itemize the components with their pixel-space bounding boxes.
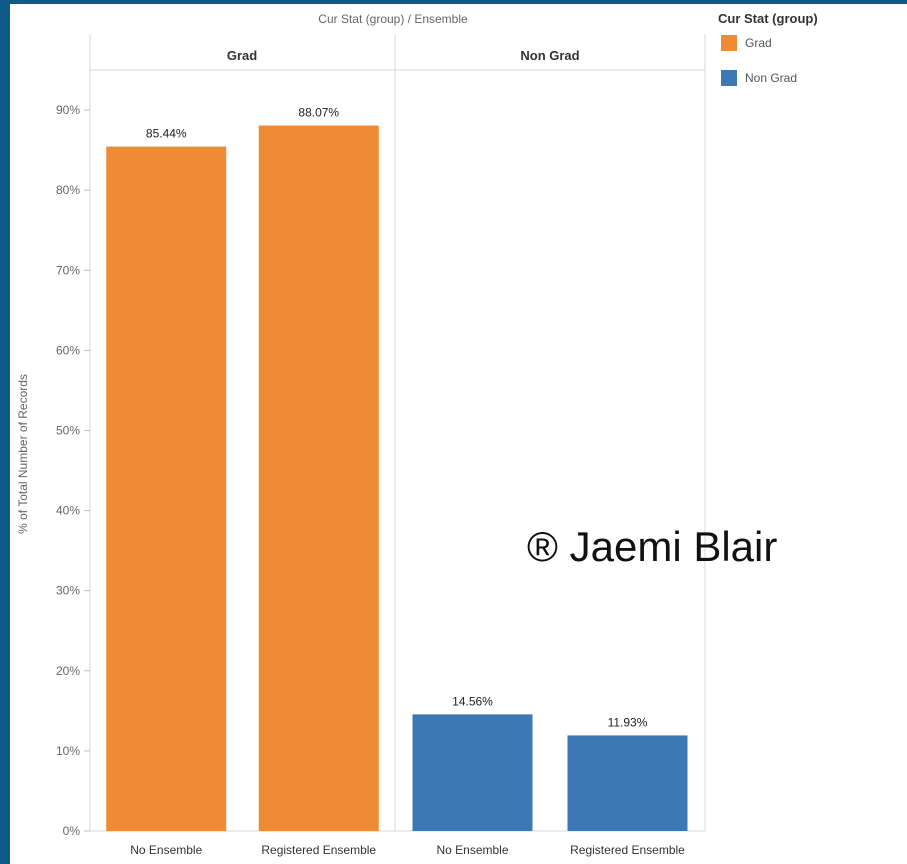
y-axis-label: % of Total Number of Records [16, 374, 30, 534]
y-tick-label: 40% [56, 504, 80, 518]
legend-item-non-grad: Non Grad [745, 71, 797, 85]
legend-swatch-non-grad [721, 70, 737, 86]
watermark-text: ® Jaemi Blair [527, 523, 777, 570]
bar-data-label: 11.93% [608, 715, 648, 729]
x-category-label: Registered Ensemble [261, 843, 376, 857]
y-tick-label: 30% [56, 584, 80, 598]
y-tick-label: 0% [63, 824, 81, 838]
bar-data-label: 85.44% [146, 127, 187, 141]
x-category-label: Registered Ensemble [570, 843, 685, 857]
legend: Cur Stat (group) Grad Non Grad [718, 11, 818, 86]
y-tick-label: 80% [56, 183, 80, 197]
bars [106, 125, 688, 832]
y-tick-label: 50% [56, 423, 80, 437]
data-labels: 85.44% 88.07% 14.56% 11.93% [146, 106, 648, 730]
y-tick-label: 60% [56, 343, 80, 357]
bar-data-label: 88.07% [298, 106, 339, 120]
bar [567, 735, 688, 831]
panel-title-grad: Grad [227, 48, 257, 63]
x-category-label: No Ensemble [130, 843, 202, 857]
y-tick-label: 10% [56, 744, 80, 758]
y-tick-label: 70% [56, 263, 80, 277]
panel-title-non-grad: Non Grad [520, 48, 579, 63]
bar [412, 714, 533, 831]
bar-data-label: 14.56% [452, 694, 493, 708]
legend-item-grad: Grad [745, 36, 772, 50]
x-axis-categories: No Ensemble Registered Ensemble No Ensembl… [130, 843, 685, 857]
bar [258, 125, 379, 832]
y-axis-ticks: 0% 10% 20% 30% 40% 50% 60% 70% 80% 90% [56, 103, 90, 838]
chart-header-title: Cur Stat (group) / Ensemble [318, 12, 468, 26]
bar-chart: Cur Stat (group) / Ensemble Grad Non Gra… [16, 11, 818, 857]
legend-title: Cur Stat (group) [718, 11, 818, 26]
chart-canvas: Cur Stat (group) / Ensemble Grad Non Gra… [10, 4, 907, 864]
legend-swatch-grad [721, 35, 737, 51]
bar [106, 146, 227, 831]
x-category-label: No Ensemble [436, 843, 508, 857]
y-tick-label: 90% [56, 103, 80, 117]
y-tick-label: 20% [56, 664, 80, 678]
